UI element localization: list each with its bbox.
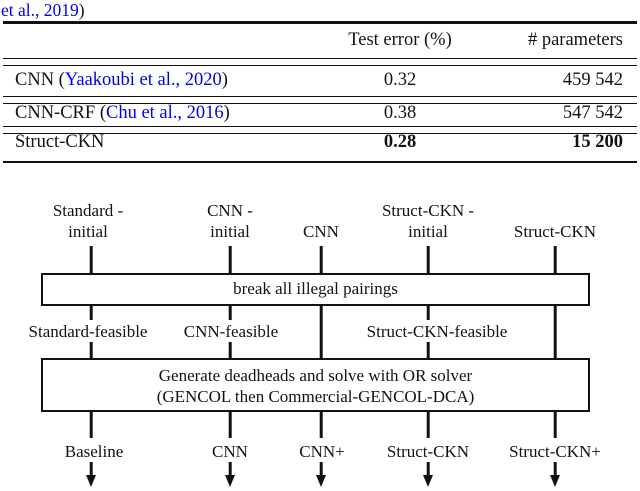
- down-arrow-icon: [86, 475, 96, 487]
- citation-link[interactable]: et al., 2019: [1, 0, 79, 20]
- label-cnn-feasible: CNN-feasible: [183, 322, 279, 341]
- table-rule-top: [3, 21, 637, 24]
- or-solver-line1: Generate deadheads and solve with OR sol…: [158, 366, 473, 385]
- table-rule-header-sep: [3, 58, 637, 66]
- label-structckn-initial: Struct-CKN - initial: [382, 200, 474, 242]
- table-row-structckn-label: Struct-CKN: [15, 132, 105, 152]
- or-solver-line2: (GENCOL then Commercial-GENCOL-DCA): [156, 387, 475, 406]
- connector-line: [228, 306, 232, 320]
- or-solver-box: Generate deadheads and solve with OR sol…: [41, 358, 590, 412]
- connector-line: [228, 412, 232, 438]
- label-cnn-initial: CNN - initial: [207, 200, 253, 242]
- label-cnn-plus-out: CNN+: [299, 442, 345, 461]
- connector-line: [426, 412, 430, 438]
- table-cell-error: 0.28: [383, 132, 417, 152]
- label-baseline: Baseline: [64, 442, 124, 461]
- connector-line: [553, 412, 557, 438]
- label-line1: Struct-CKN -: [381, 201, 475, 220]
- table-cell-params: 15 200: [572, 132, 623, 152]
- connector-line: [89, 246, 93, 273]
- table-rule-row-sep-2: [3, 125, 637, 134]
- citation-paren: ): [78, 0, 85, 20]
- table-cell-params: 459 542: [562, 70, 623, 90]
- connector-line: [89, 342, 93, 358]
- label-line1: CNN -: [207, 201, 253, 220]
- connector-line: [319, 412, 323, 438]
- connector-line: [319, 246, 323, 273]
- arrow-stem: [553, 462, 557, 478]
- connector-line: [426, 246, 430, 273]
- arrow-stem: [228, 462, 232, 478]
- down-arrow-icon: [225, 475, 235, 487]
- row-label-prefix: CNN (: [15, 70, 65, 90]
- break-pairings-box: break all illegal pairings: [41, 273, 590, 306]
- connector-line: [89, 306, 93, 320]
- arrow-stem: [426, 462, 430, 478]
- connector-line: [319, 306, 323, 358]
- citation-link-chu[interactable]: Chu et al., 2016: [105, 103, 224, 123]
- label-line2: initial: [210, 222, 250, 241]
- label-structckn: Struct-CKN: [513, 222, 597, 241]
- connector-line: [553, 246, 557, 273]
- connector-line: [228, 246, 232, 273]
- arrow-stem: [89, 462, 93, 478]
- label-structckn-plus-out: Struct-CKN+: [509, 442, 601, 461]
- table-rule-row-sep-1: [3, 96, 637, 104]
- table-header-parameters: # parameters: [527, 30, 623, 50]
- connector-line: [426, 342, 430, 358]
- label-structckn-feasible: Struct-CKN-feasible: [366, 322, 508, 341]
- label-line2: initial: [408, 222, 448, 241]
- table-row-cnncrf-label: CNN-CRF (Chu et al., 2016): [15, 103, 230, 124]
- row-label-prefix: CNN-CRF (: [15, 103, 106, 123]
- label-structckn-out: Struct-CKN: [386, 442, 470, 461]
- connector-line: [228, 342, 232, 358]
- citation-link-yaakoubi[interactable]: Yaakoubi et al., 2020: [64, 70, 222, 90]
- table-cell-error: 0.32: [383, 70, 417, 90]
- label-cnn: CNN: [303, 222, 339, 241]
- down-arrow-icon: [550, 475, 560, 487]
- label-line1: Standard -: [52, 201, 124, 220]
- label-standard-feasible: Standard-feasible: [28, 322, 148, 341]
- label-line2: initial: [68, 222, 108, 241]
- citation-fragment: et al., 2019): [1, 0, 85, 20]
- table-rule-bottom: [3, 161, 637, 164]
- label-cnn-out: CNN: [212, 442, 248, 461]
- row-label-suffix: ): [223, 103, 230, 123]
- connector-line: [89, 412, 93, 438]
- table-cell-params: 547 542: [562, 103, 623, 123]
- down-arrow-icon: [316, 475, 326, 487]
- arrow-stem: [319, 462, 323, 478]
- connector-line: [426, 306, 430, 320]
- table-row-cnn-label: CNN (Yaakoubi et al., 2020): [15, 70, 228, 91]
- row-label-suffix: ): [221, 70, 228, 90]
- table-cell-error: 0.38: [383, 103, 417, 123]
- connector-line: [553, 306, 557, 358]
- label-standard-initial: Standard - initial: [53, 200, 123, 242]
- down-arrow-icon: [423, 475, 433, 487]
- table-header-test-error: Test error (%): [348, 30, 452, 50]
